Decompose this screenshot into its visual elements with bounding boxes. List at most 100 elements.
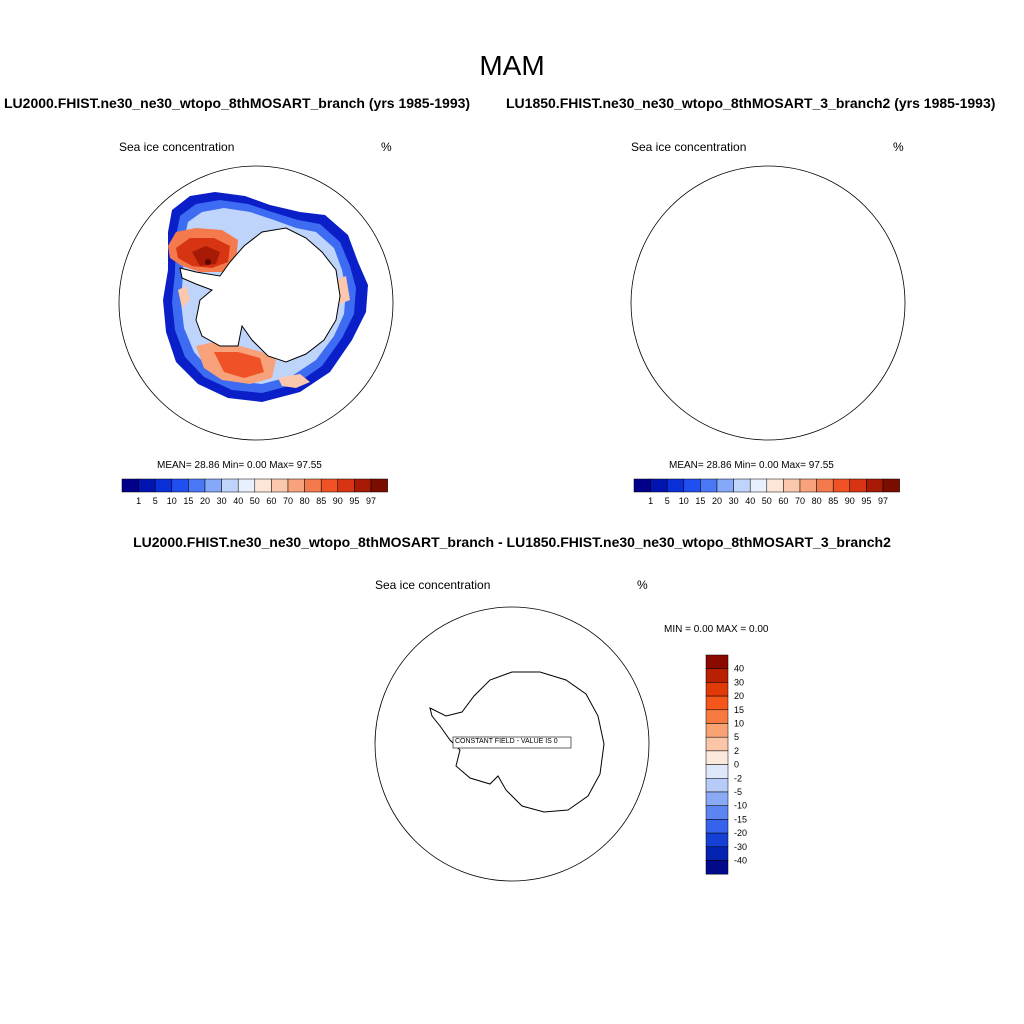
diff-colorbar-tick-label: 30 [734, 677, 744, 687]
left-colorbar-box [287, 478, 305, 493]
diff-colorbar-tick-label: -40 [734, 856, 747, 866]
left-panel-title: LU2000.FHIST.ne30_ne30_wtopo_8thMOSART_b… [4, 95, 471, 111]
left-colorbar-tick-label: 90 [333, 496, 343, 506]
diff-colorbar-box [705, 764, 729, 779]
right-units-label: % [893, 140, 904, 154]
page-title: MAM [479, 50, 545, 81]
diff-colorbar-tick-label: -2 [734, 773, 742, 783]
right-colorbar-box [816, 478, 834, 493]
left-colorbar-tick-label: 95 [349, 496, 359, 506]
left-colorbar-tick-label: 30 [217, 496, 227, 506]
left-colorbar-box [337, 478, 355, 493]
diff-colorbar-box [705, 778, 729, 793]
diff-colorbar-tick-label: -15 [734, 814, 747, 824]
right-colorbar-box [650, 478, 668, 493]
diff-units-label: % [637, 578, 648, 592]
diff-colorbar-tick-label: 20 [734, 691, 744, 701]
diff-colorbar-box [705, 668, 729, 683]
left-colorbar-box [354, 478, 372, 493]
right-colorbar-tick-label: 85 [828, 496, 838, 506]
right-stats-label: MEAN= 28.86 Min= 0.00 Max= 97.55 [669, 460, 834, 471]
diff-colorbar-box [705, 819, 729, 834]
diff-colorbar-tick-label: -30 [734, 842, 747, 852]
right-colorbar-tick-label: 50 [762, 496, 772, 506]
right-colorbar: 1 5 10 15 20 30 40 50 60 70 80 85 90 95 97 [633, 478, 900, 506]
left-map-border [118, 165, 394, 441]
left-colorbar-box [271, 478, 289, 493]
diff-colorbar-box [705, 695, 729, 711]
right-colorbar-tick-label: 95 [861, 496, 871, 506]
right-colorbar-box [832, 478, 851, 493]
diff-map-border [374, 606, 650, 882]
diff-colorbar-box [705, 709, 729, 724]
diff-colorbar-box [705, 736, 729, 752]
left-colorbar-tick-label: 1 [136, 496, 141, 506]
right-colorbar-box [866, 478, 884, 493]
left-colorbar-box [138, 478, 156, 493]
diff-stats-label: MIN = 0.00 MAX = 0.00 [664, 624, 769, 635]
left-colorbar-box [154, 478, 173, 493]
diff-variable-label: Sea ice concentration [375, 578, 491, 592]
right-colorbar-tick-label: 90 [845, 496, 855, 506]
diff-colorbar-box [705, 846, 729, 861]
right-panel-title: LU1850.FHIST.ne30_ne30_wtopo_8thMOSART_3… [506, 95, 996, 111]
right-colorbar-box [683, 478, 701, 493]
antarctica-landmass [179, 227, 341, 363]
right-colorbar-tick-label: 97 [878, 496, 888, 506]
left-colorbar: 1 5 10 15 20 30 40 50 60 70 80 85 90 95 97 [121, 478, 388, 506]
constant-field-label: CONSTANT FIELD - VALUE IS 0 [455, 738, 558, 745]
right-colorbar-box [849, 478, 867, 493]
right-colorbar-tick-label: 40 [745, 496, 755, 506]
left-colorbar-tick-label: 40 [233, 496, 243, 506]
right-colorbar-tick-label: 70 [795, 496, 805, 506]
diff-colorbar-box [705, 654, 729, 669]
right-colorbar-tick-label: 5 [665, 496, 670, 506]
left-colorbar-box [121, 478, 139, 493]
diff-panel-title: LU2000.FHIST.ne30_ne30_wtopo_8thMOSART_b… [133, 534, 891, 550]
right-colorbar-tick-label: 10 [679, 496, 689, 506]
right-map-border [630, 165, 906, 441]
left-colorbar-tick-label: 50 [250, 496, 260, 506]
left-colorbar-box [221, 478, 239, 493]
left-colorbar-tick-label: 70 [283, 496, 293, 506]
right-colorbar-box [666, 478, 685, 493]
right-colorbar-box [700, 478, 718, 493]
left-colorbar-box [370, 478, 388, 493]
right-colorbar-box [799, 478, 817, 493]
left-colorbar-box [254, 478, 272, 493]
diff-colorbar-box [705, 805, 729, 820]
right-colorbar-tick-label: 80 [812, 496, 822, 506]
left-colorbar-box [320, 478, 339, 493]
left-colorbar-box [171, 478, 189, 493]
diff-colorbar-tick-label: 10 [734, 719, 744, 729]
right-colorbar-box [882, 478, 900, 493]
left-stats-label: MEAN= 28.86 Min= 0.00 Max= 97.55 [157, 460, 322, 471]
left-colorbar-tick-label: 10 [167, 496, 177, 506]
left-colorbar-box [237, 478, 256, 493]
left-colorbar-tick-label: 97 [366, 496, 376, 506]
left-colorbar-box [204, 478, 222, 493]
right-colorbar-tick-label: 60 [778, 496, 788, 506]
right-colorbar-box [783, 478, 801, 493]
diff-colorbar-tick-label: 0 [734, 760, 739, 770]
diff-colorbar-box [705, 750, 729, 765]
right-colorbar-box [749, 478, 768, 493]
diff-colorbar-box [705, 860, 729, 875]
left-units-label: % [381, 140, 392, 154]
diff-colorbar-tick-label: -20 [734, 828, 747, 838]
right-variable-label: Sea ice concentration [631, 140, 747, 154]
diff-colorbar-tick-label: 2 [734, 746, 739, 756]
left-colorbar-tick-label: 85 [316, 496, 326, 506]
right-colorbar-tick-label: 1 [648, 496, 653, 506]
constant-field-box [452, 736, 572, 749]
left-variable-label: Sea ice concentration [119, 140, 235, 154]
left-colorbar-tick-label: 5 [153, 496, 158, 506]
diff-colorbar-tick-label: 15 [734, 705, 744, 715]
right-colorbar-box [716, 478, 734, 493]
right-colorbar-box [633, 478, 651, 493]
diff-colorbar-tick-label: 40 [734, 664, 744, 674]
right-colorbar-box [766, 478, 784, 493]
